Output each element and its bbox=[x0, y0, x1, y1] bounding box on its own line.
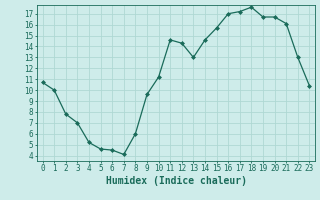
X-axis label: Humidex (Indice chaleur): Humidex (Indice chaleur) bbox=[106, 176, 246, 186]
